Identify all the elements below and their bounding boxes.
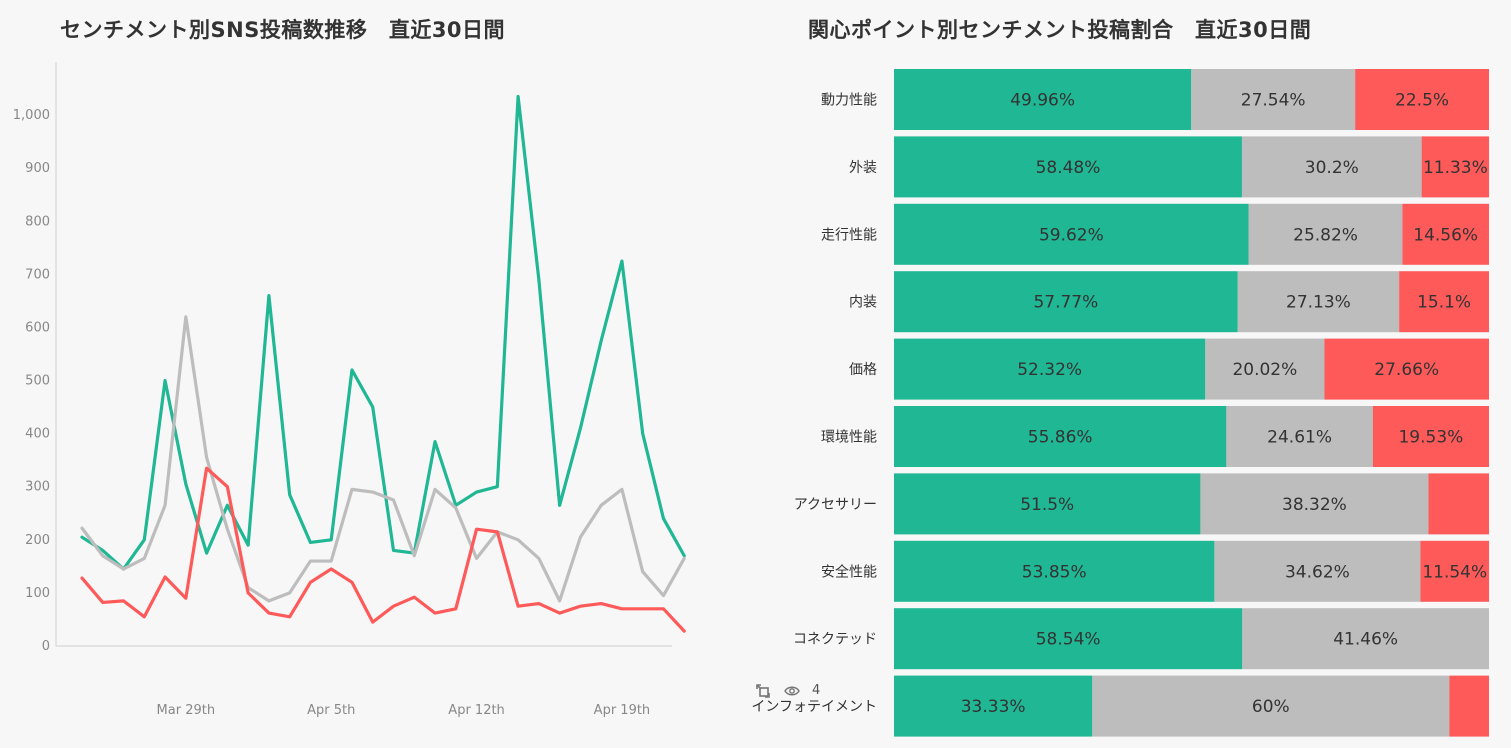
segment-label: 25.82% bbox=[1293, 225, 1358, 245]
segment-label: 51.5% bbox=[1020, 495, 1074, 515]
bar-segment[interactable] bbox=[894, 608, 1243, 670]
x-tick-label: Apr 19th bbox=[594, 703, 651, 718]
x-tick-label: Apr 5th bbox=[307, 703, 355, 718]
bar-segment[interactable] bbox=[894, 271, 1238, 333]
bar-segment[interactable] bbox=[894, 338, 1206, 400]
category-label: インフォテイメント bbox=[751, 699, 877, 715]
bar-segment[interactable] bbox=[1324, 338, 1489, 400]
bar-segment[interactable] bbox=[1355, 69, 1489, 130]
bar-segment[interactable] bbox=[1242, 608, 1489, 670]
segment-label: 60% bbox=[1252, 697, 1290, 717]
bar-segment[interactable] bbox=[1372, 406, 1489, 467]
y-tick-label: 500 bbox=[25, 374, 50, 389]
category-label: アクセサリー bbox=[794, 497, 877, 513]
segment-label: 27.66% bbox=[1374, 360, 1439, 380]
category-label: 内装 bbox=[849, 295, 877, 311]
x-tick-label: Apr 12th bbox=[448, 703, 505, 718]
segment-label: 55.86% bbox=[1028, 428, 1093, 448]
segment-label: 27.13% bbox=[1286, 293, 1351, 313]
category-label: 環境性能 bbox=[821, 430, 877, 446]
line-chart: 0 100 200 300 400 500 600 700 800 900 1,000 Mar 29t… bbox=[13, 62, 686, 718]
segment-label: 20.02% bbox=[1232, 360, 1297, 380]
series-line[interactable] bbox=[80, 94, 686, 571]
eye-icon bbox=[784, 684, 800, 698]
bar-segment[interactable] bbox=[1205, 338, 1325, 400]
bar-segment[interactable] bbox=[1092, 675, 1450, 737]
segment-label: 57.77% bbox=[1033, 293, 1098, 313]
category-label: 走行性能 bbox=[821, 227, 877, 243]
segment-label: 15.1% bbox=[1417, 293, 1471, 313]
series-line[interactable] bbox=[80, 315, 686, 603]
segment-label: 53.85% bbox=[1022, 562, 1087, 582]
segment-label: 59.62% bbox=[1039, 225, 1104, 245]
segment-label: 58.54% bbox=[1036, 630, 1101, 650]
bar-segment[interactable] bbox=[1237, 271, 1400, 333]
segment-label: 11.54% bbox=[1422, 562, 1487, 582]
segment-label: 34.62% bbox=[1285, 562, 1350, 582]
segment-label: 52.32% bbox=[1017, 360, 1082, 380]
bar-segment[interactable] bbox=[1402, 203, 1489, 265]
bar-segment[interactable] bbox=[894, 473, 1201, 535]
segment-label: 14.56% bbox=[1413, 225, 1478, 245]
series-line[interactable] bbox=[80, 466, 686, 633]
y-tick-label: 800 bbox=[25, 214, 50, 229]
bar-segment[interactable] bbox=[894, 540, 1215, 602]
y-tick-label: 300 bbox=[25, 480, 50, 495]
y-tick-label: 200 bbox=[25, 533, 50, 548]
bar-segment[interactable] bbox=[1421, 136, 1490, 198]
bar-segment[interactable] bbox=[1200, 473, 1429, 535]
bar-segment[interactable] bbox=[1214, 540, 1421, 602]
y-tick-label: 0 bbox=[42, 639, 50, 654]
segment-label: 19.53% bbox=[1398, 428, 1463, 448]
category-label: 動力性能 bbox=[821, 93, 877, 109]
bar-chart-title: 関心ポイント別センチメント投稿割合 直近30日間 bbox=[808, 18, 1312, 42]
y-tick-label: 600 bbox=[25, 320, 50, 335]
category-label: コネクテッド bbox=[793, 632, 877, 648]
category-label: 安全性能 bbox=[821, 563, 877, 580]
y-tick-label: 100 bbox=[25, 586, 50, 601]
bar-segment[interactable] bbox=[1399, 271, 1489, 333]
bar-segment[interactable] bbox=[1428, 473, 1489, 535]
segment-label: 11.33% bbox=[1423, 158, 1488, 178]
y-tick-label: 400 bbox=[25, 427, 50, 442]
segment-label: 49.96% bbox=[1010, 91, 1075, 111]
bar-segment[interactable] bbox=[1449, 675, 1489, 737]
stacked-bar-chart: 動力性能 49.96% 27.54% 22.5% 外装 58.48% 30.2% 11.33%… bbox=[751, 69, 1490, 737]
x-tick-label: Mar 29th bbox=[157, 703, 216, 718]
bar-segment[interactable] bbox=[894, 675, 1093, 737]
footer-widget: 4 bbox=[756, 683, 820, 698]
segment-label: 22.5% bbox=[1395, 91, 1449, 111]
bar-segment[interactable] bbox=[894, 203, 1249, 265]
expand-icon[interactable] bbox=[756, 683, 770, 698]
line-chart-title: センチメント別SNS投稿数推移 直近30日間 bbox=[60, 18, 506, 42]
bar-segment[interactable] bbox=[1241, 136, 1422, 198]
y-tick-label: 900 bbox=[25, 161, 50, 176]
category-label: 価格 bbox=[849, 362, 877, 378]
y-tick-label: 1,000 bbox=[13, 108, 50, 123]
category-label: 外装 bbox=[849, 160, 877, 176]
segment-label: 41.46% bbox=[1333, 630, 1398, 650]
view-count: 4 bbox=[812, 683, 821, 698]
bar-segment[interactable] bbox=[894, 136, 1242, 198]
segment-label: 30.2% bbox=[1305, 158, 1359, 178]
segment-label: 33.33% bbox=[961, 697, 1026, 717]
bar-segment[interactable] bbox=[894, 69, 1192, 130]
bar-segment[interactable] bbox=[894, 406, 1227, 467]
bar-segment[interactable] bbox=[1420, 540, 1490, 602]
bar-segment[interactable] bbox=[1191, 69, 1356, 130]
segment-label: 24.61% bbox=[1267, 428, 1332, 448]
segment-label: 27.54% bbox=[1241, 91, 1306, 111]
y-tick-label: 700 bbox=[25, 267, 50, 282]
segment-label: 38.32% bbox=[1282, 495, 1347, 515]
segment-label: 58.48% bbox=[1036, 158, 1101, 178]
bar-segment[interactable] bbox=[1226, 406, 1373, 467]
bar-segment[interactable] bbox=[1248, 203, 1403, 265]
